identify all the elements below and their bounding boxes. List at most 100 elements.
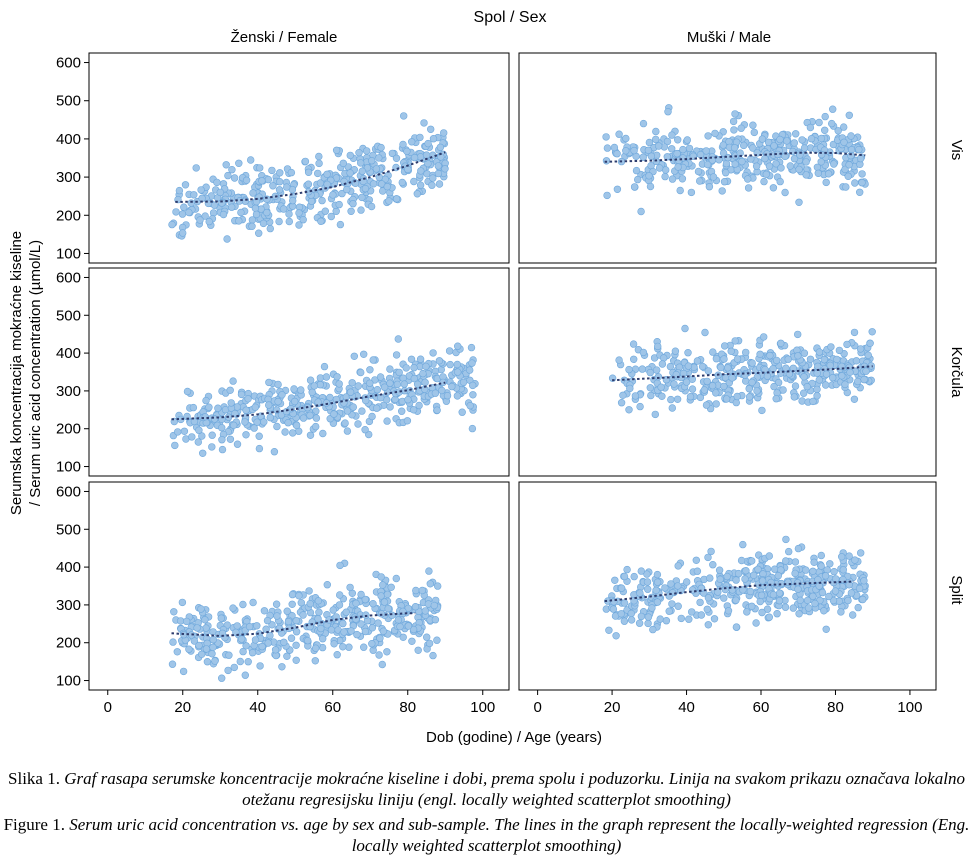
data-point <box>403 417 412 425</box>
data-point <box>306 411 314 419</box>
data-point <box>217 614 226 622</box>
data-point <box>789 604 797 612</box>
data-point <box>429 349 437 357</box>
data-point <box>469 391 477 399</box>
data-point <box>684 349 692 357</box>
y-tick-label: 500 <box>56 521 81 538</box>
data-point <box>828 105 837 113</box>
data-point <box>783 137 791 145</box>
data-point <box>268 621 276 629</box>
data-point <box>647 391 655 400</box>
data-point <box>809 567 817 575</box>
data-point <box>376 634 384 642</box>
data-point <box>643 578 652 586</box>
data-point <box>288 590 297 599</box>
data-point <box>830 567 838 576</box>
data-point <box>417 167 425 175</box>
data-point <box>798 136 806 144</box>
data-point <box>403 147 411 156</box>
data-point <box>732 398 740 407</box>
data-point <box>844 172 852 181</box>
data-point <box>299 414 308 422</box>
data-point <box>795 610 803 618</box>
data-point <box>856 154 865 163</box>
data-point <box>806 123 815 132</box>
data-point <box>409 406 418 414</box>
data-point <box>627 609 635 618</box>
data-point <box>368 157 376 165</box>
data-point <box>413 380 422 388</box>
data-point <box>314 398 322 406</box>
data-point <box>263 616 272 625</box>
data-point <box>256 662 264 670</box>
data-point <box>858 179 866 187</box>
data-point <box>336 591 344 599</box>
data-point <box>330 410 338 418</box>
data-point <box>702 401 711 409</box>
data-point <box>625 365 633 374</box>
data-point <box>179 229 187 237</box>
column-header-male: Muški / Male <box>687 29 771 46</box>
data-point <box>769 590 778 599</box>
data-point <box>335 380 343 388</box>
data-point <box>846 368 854 376</box>
data-point <box>668 131 676 139</box>
data-point <box>266 224 274 233</box>
data-point <box>667 580 675 588</box>
y-tick-label: 300 <box>56 383 81 400</box>
data-point <box>369 599 377 608</box>
data-point <box>251 204 260 213</box>
data-point <box>652 366 661 374</box>
data-point <box>681 324 689 333</box>
data-point <box>685 615 693 623</box>
x-tick-label: 80 <box>827 699 844 716</box>
data-point <box>704 132 712 140</box>
data-point <box>404 396 412 404</box>
data-point <box>378 660 386 669</box>
data-point <box>216 188 225 197</box>
data-point <box>273 422 281 431</box>
data-point <box>776 177 784 186</box>
data-point <box>466 402 474 410</box>
data-point <box>643 570 651 578</box>
data-point <box>248 648 257 657</box>
data-point <box>181 181 190 189</box>
data-point <box>718 187 726 195</box>
y-tick-label: 200 <box>56 635 81 652</box>
data-point <box>777 164 785 172</box>
data-point <box>651 135 660 144</box>
data-point <box>305 587 313 595</box>
data-point <box>696 598 704 607</box>
data-point <box>794 585 802 593</box>
data-point <box>830 160 838 168</box>
data-point <box>803 383 811 391</box>
panel-korcula-female: 100 200 300 400 500 600 <box>56 267 510 477</box>
data-point <box>195 426 203 434</box>
data-point <box>720 594 728 602</box>
x-tick-label: 40 <box>249 699 266 716</box>
data-point <box>722 159 731 168</box>
data-point <box>758 577 767 585</box>
data-point <box>710 615 719 623</box>
data-point <box>711 129 719 138</box>
data-point <box>732 576 740 584</box>
data-point <box>629 355 638 363</box>
data-point <box>774 378 783 387</box>
data-point <box>386 403 394 411</box>
data-point <box>763 605 772 613</box>
data-point <box>781 557 790 565</box>
data-point <box>230 663 239 672</box>
data-point <box>373 404 381 412</box>
data-point <box>388 611 396 619</box>
data-point <box>704 553 712 562</box>
data-point <box>821 381 830 389</box>
data-point <box>468 424 477 433</box>
caption-croatian: Slika 1. Graf rasapa serumske koncentrac… <box>0 768 973 810</box>
data-point <box>747 557 756 565</box>
data-point <box>335 601 344 609</box>
data-point <box>731 337 739 345</box>
data-point <box>312 644 320 652</box>
data-point <box>213 178 221 187</box>
data-point <box>613 150 621 158</box>
data-point <box>260 418 268 426</box>
